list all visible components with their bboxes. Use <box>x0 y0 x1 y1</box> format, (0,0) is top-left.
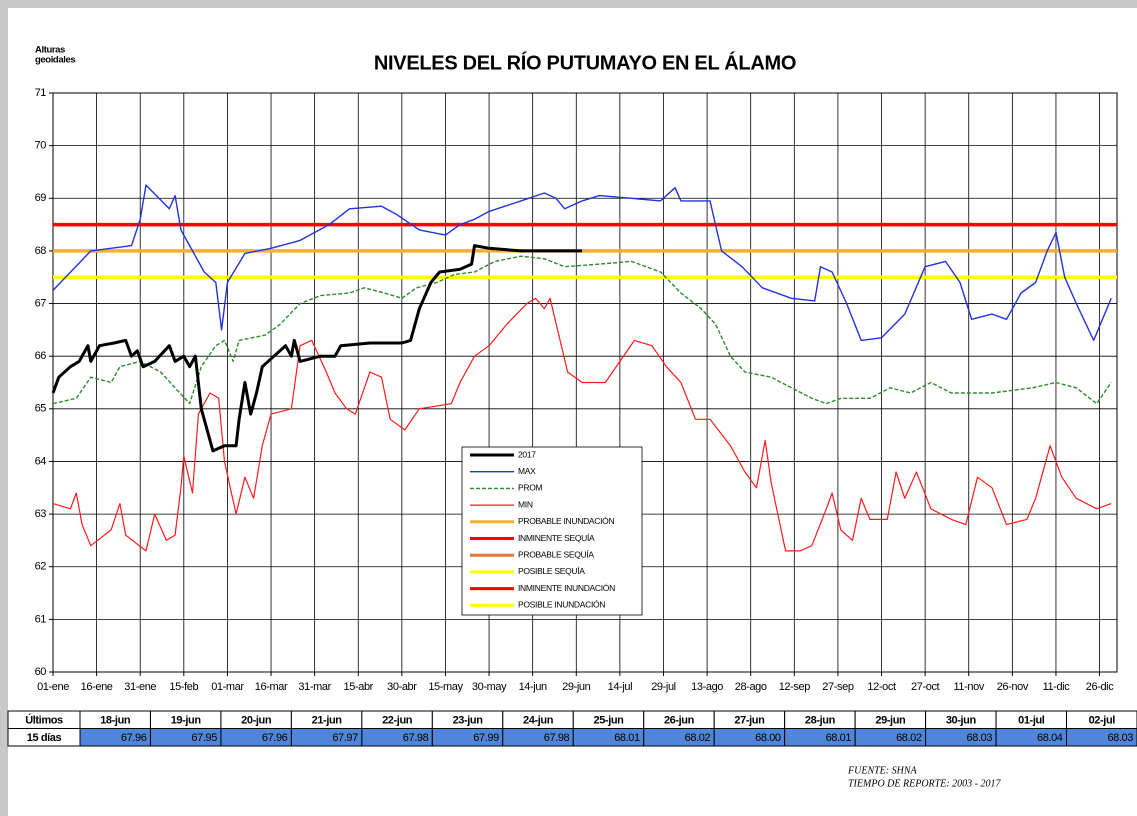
table-value: 68.03 <box>967 732 993 744</box>
y-tick-label: 65 <box>35 403 47 415</box>
table-header: 24-jun <box>523 715 554 727</box>
legend-label: MAX <box>518 466 536 476</box>
table-value: 67.95 <box>191 732 217 744</box>
y-axis-label: geoidales <box>35 55 75 66</box>
table-header: 28-jun <box>805 715 836 727</box>
x-tick-label: 30-may <box>472 681 507 693</box>
table-header: 29-jun <box>875 715 906 727</box>
table-header: Últimos <box>25 714 63 727</box>
table-value: 67.96 <box>121 732 147 744</box>
y-tick-label: 62 <box>35 561 47 573</box>
x-tick-label: 16-mar <box>255 681 288 693</box>
plot-frame <box>52 92 1118 673</box>
table-header: 27-jun <box>734 715 765 727</box>
x-tick-label: 31-mar <box>298 681 331 693</box>
x-tick-label: 29-jul <box>651 681 676 693</box>
x-tick-label: 26-dic <box>1086 681 1114 693</box>
table-header: 25-jun <box>594 715 625 727</box>
table-value: 68.04 <box>1037 732 1063 744</box>
x-tick-label: 27-sep <box>822 681 854 693</box>
table-header: 23-jun <box>453 715 484 727</box>
table-value: 67.96 <box>262 732 288 744</box>
table-header: 01-jul <box>1018 715 1045 727</box>
table-header: 02-jul <box>1089 715 1116 727</box>
x-tick-label: 26-nov <box>997 681 1029 693</box>
series-line <box>52 184 1112 342</box>
y-axis-label: Alturas <box>35 45 65 56</box>
table-header: 26-jun <box>664 715 695 727</box>
legend-label: INMINENTE SEQUÍA <box>518 533 595 543</box>
series-line <box>51 244 583 453</box>
y-tick-label: 63 <box>35 508 47 520</box>
y-tick-label: 64 <box>35 455 47 467</box>
table-row-label: 15 días <box>27 732 62 744</box>
table-header: 19-jun <box>171 715 202 727</box>
table-header: 22-jun <box>382 715 413 727</box>
x-tick-label: 28-ago <box>735 681 767 693</box>
x-tick-label: 29-jun <box>562 681 590 693</box>
legend-label: POSIBLE SEQUÍA <box>518 566 585 576</box>
table-value: 68.02 <box>896 732 922 744</box>
x-tick-label: 12-oct <box>867 681 896 693</box>
x-tick-label: 12-sep <box>779 681 811 693</box>
chart-title: NIVELES DEL RÍO PUTUMAYO EN EL ÁLAMO <box>374 51 796 74</box>
table-header: 30-jun <box>946 715 977 727</box>
table-value: 67.97 <box>332 732 358 744</box>
x-tick-label: 11-nov <box>954 681 985 693</box>
x-tick-label: 30-abr <box>387 681 417 693</box>
legend-label: POSIBLE INUNDACIÓN <box>518 600 605 610</box>
table-value: 68.01 <box>826 732 852 744</box>
legend-box <box>461 446 643 616</box>
x-tick-label: 13-ago <box>691 681 723 693</box>
x-tick-label: 15-feb <box>169 681 198 693</box>
x-tick-label: 15-abr <box>344 681 374 693</box>
table-header: 20-jun <box>241 715 272 727</box>
source-note: FUENTE: SHNA <box>847 765 918 776</box>
x-tick-label: 01-mar <box>211 681 244 693</box>
legend-label: PROM <box>518 483 543 493</box>
y-tick-label: 66 <box>35 350 47 362</box>
table-value: 67.98 <box>403 732 429 744</box>
table-value: 67.99 <box>473 732 499 744</box>
panel <box>8 8 1137 816</box>
y-tick-label: 60 <box>35 666 47 678</box>
legend-label: 2017 <box>518 449 536 459</box>
x-tick-label: 31-ene <box>124 681 156 693</box>
table-header: 18-jun <box>100 715 131 727</box>
table-header: 21-jun <box>312 715 343 727</box>
y-tick-label: 71 <box>35 87 47 99</box>
x-tick-label: 16-ene <box>81 681 113 693</box>
x-tick-label: 11-dic <box>1043 681 1071 693</box>
table-value: 67.98 <box>544 732 570 744</box>
legend-label: INMINENTE INUNDACIÓN <box>518 583 615 593</box>
y-tick-label: 69 <box>35 192 47 204</box>
legend-label: PROBABLE INUNDACIÓN <box>518 516 614 526</box>
legend-label: MIN <box>518 499 533 509</box>
x-tick-label: 14-jun <box>519 681 547 693</box>
y-tick-label: 67 <box>35 297 47 309</box>
x-tick-label: 15-may <box>428 681 463 693</box>
series-line <box>52 297 1112 552</box>
table-value: 68.03 <box>1107 732 1133 744</box>
y-tick-label: 61 <box>35 613 47 625</box>
y-tick-label: 70 <box>35 140 47 152</box>
y-tick-label: 68 <box>35 245 47 257</box>
legend-label: PROBABLE SEQUÍA <box>518 549 594 559</box>
report-note: TIEMPO DE REPORTE: 2003 - 2017 <box>848 778 1001 789</box>
series-line <box>52 255 1112 405</box>
table-value: 68.00 <box>755 732 781 744</box>
x-tick-label: 14-jul <box>608 681 633 693</box>
table-value: 68.02 <box>685 732 711 744</box>
table-value: 68.01 <box>614 732 640 744</box>
x-tick-label: 01-ene <box>37 681 69 693</box>
x-tick-label: 27-oct <box>911 681 940 693</box>
